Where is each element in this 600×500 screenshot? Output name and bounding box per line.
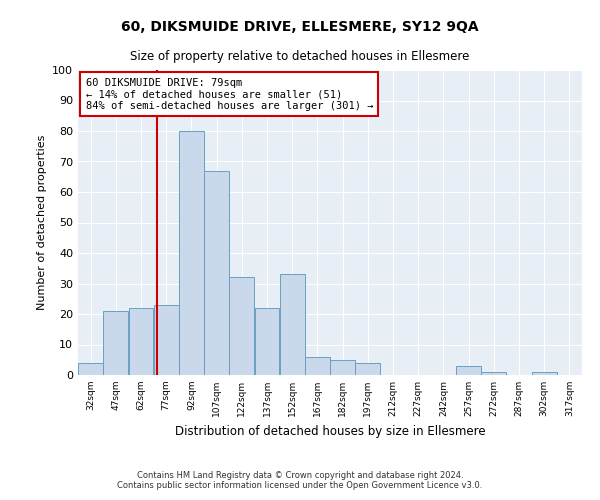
Bar xyxy=(456,366,481,375)
Bar xyxy=(481,372,506,375)
Bar xyxy=(204,170,229,375)
Text: Contains HM Land Registry data © Crown copyright and database right 2024.
Contai: Contains HM Land Registry data © Crown c… xyxy=(118,470,482,490)
Text: Size of property relative to detached houses in Ellesmere: Size of property relative to detached ho… xyxy=(130,50,470,63)
Y-axis label: Number of detached properties: Number of detached properties xyxy=(37,135,47,310)
Text: 60 DIKSMUIDE DRIVE: 79sqm
← 14% of detached houses are smaller (51)
84% of semi-: 60 DIKSMUIDE DRIVE: 79sqm ← 14% of detac… xyxy=(86,78,373,111)
Bar xyxy=(330,360,355,375)
Bar xyxy=(78,363,103,375)
Text: 60, DIKSMUIDE DRIVE, ELLESMERE, SY12 9QA: 60, DIKSMUIDE DRIVE, ELLESMERE, SY12 9QA xyxy=(121,20,479,34)
Bar xyxy=(154,305,179,375)
Bar xyxy=(229,278,254,375)
Bar xyxy=(254,308,280,375)
Bar xyxy=(280,274,305,375)
Bar xyxy=(355,363,380,375)
Bar xyxy=(179,131,204,375)
Bar xyxy=(305,356,330,375)
Bar xyxy=(128,308,154,375)
Bar xyxy=(532,372,557,375)
X-axis label: Distribution of detached houses by size in Ellesmere: Distribution of detached houses by size … xyxy=(175,424,485,438)
Bar xyxy=(103,311,128,375)
